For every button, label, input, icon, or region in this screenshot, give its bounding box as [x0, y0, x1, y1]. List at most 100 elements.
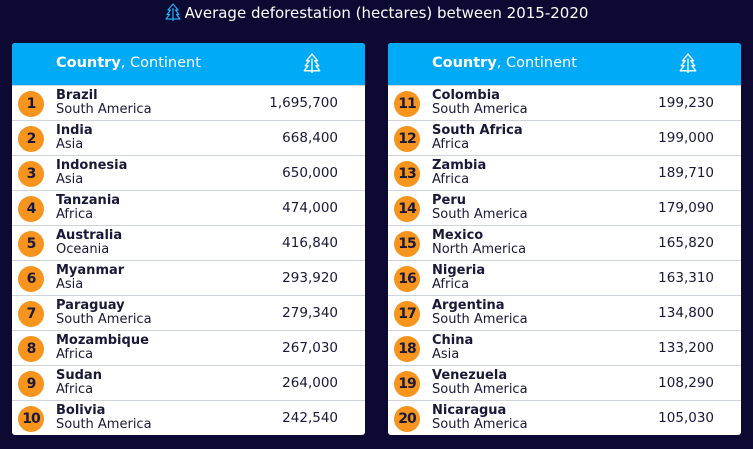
table-row: 9 Sudan Africa 264,000: [12, 365, 365, 400]
deforestation-value: 199,000: [658, 130, 714, 146]
table-header: Country, Continent: [12, 43, 365, 85]
continent-name: South America: [432, 382, 528, 397]
rank-badge: 15: [394, 231, 420, 257]
continent-name: Asia: [432, 347, 460, 362]
table-row: 1 Brazil South America 1,695,700: [12, 85, 365, 120]
deforestation-value: 108,290: [658, 375, 714, 391]
continent-name: South America: [56, 102, 152, 117]
table-row: 7 Paraguay South America 279,340: [12, 295, 365, 330]
rank-badge: 11: [394, 91, 420, 117]
rank-badge: 8: [18, 336, 44, 362]
rank-badge: 3: [18, 161, 44, 187]
deforestation-value: 474,000: [282, 200, 338, 216]
continent-name: Africa: [432, 277, 470, 292]
rank-badge: 4: [18, 196, 44, 222]
continent-name: Asia: [56, 172, 84, 187]
country-name: Paraguay: [56, 298, 125, 313]
continent-name: Africa: [56, 382, 94, 397]
continent-name: South America: [56, 417, 152, 432]
tree-icon: [679, 53, 697, 73]
country-name: Zambia: [432, 158, 487, 173]
deforestation-value: 264,000: [282, 375, 338, 391]
rank-badge: 10: [18, 406, 44, 432]
deforestation-value: 650,000: [282, 165, 338, 181]
rank-badge: 2: [18, 126, 44, 152]
table-row: 4 Tanzania Africa 474,000: [12, 190, 365, 225]
deforestation-value: 668,400: [282, 130, 338, 146]
country-name: South Africa: [432, 123, 523, 138]
table-row: 2 India Asia 668,400: [12, 120, 365, 155]
country-name: Mozambique: [56, 333, 149, 348]
table-row: 5 Australia Oceania 416,840: [12, 225, 365, 260]
table-row: 6 Myanmar Asia 293,920: [12, 260, 365, 295]
continent-name: Africa: [432, 137, 470, 152]
country-name: Peru: [432, 193, 467, 208]
table-row: 17 Argentina South America 134,800: [388, 295, 741, 330]
header-label: Country, Continent: [56, 55, 201, 71]
continent-name: Asia: [56, 137, 84, 152]
country-name: China: [432, 333, 474, 348]
rank-badge: 14: [394, 196, 420, 222]
deforestation-value: 179,090: [658, 200, 714, 216]
continent-name: Oceania: [56, 242, 110, 257]
deforestation-value: 105,030: [658, 410, 714, 426]
rank-badge: 6: [18, 266, 44, 292]
deforestation-value: 134,800: [658, 305, 714, 321]
continent-name: Asia: [56, 277, 84, 292]
header-continent: , Continent: [120, 55, 201, 71]
header-continent: , Continent: [496, 55, 577, 71]
rank-badge: 19: [394, 371, 420, 397]
country-name: Brazil: [56, 88, 98, 103]
country-name: Bolivia: [56, 403, 106, 418]
country-name: Argentina: [432, 298, 505, 313]
ranking-table-1: Country, Continent 1 Brazil South Americ…: [12, 43, 365, 435]
table-row: 14 Peru South America 179,090: [388, 190, 741, 225]
deforestation-value: 165,820: [658, 235, 714, 251]
rank-badge: 12: [394, 126, 420, 152]
chart-title: Average deforestation (hectares) between…: [0, 3, 753, 23]
rank-badge: 17: [394, 301, 420, 327]
continent-name: North America: [432, 242, 527, 257]
rank-badge: 18: [394, 336, 420, 362]
rank-badge: 5: [18, 231, 44, 257]
deforestation-value: 293,920: [282, 270, 338, 286]
country-name: Colombia: [432, 88, 500, 103]
deforestation-value: 133,200: [658, 340, 714, 356]
ranking-table-2: Country, Continent 11 Colombia South Ame…: [388, 43, 741, 435]
continent-name: South America: [56, 312, 152, 327]
header-country: Country: [56, 55, 121, 71]
rank-badge: 16: [394, 266, 420, 292]
tree-icon: [303, 53, 321, 73]
continent-name: Africa: [432, 172, 470, 187]
table-row: 13 Zambia Africa 189,710: [388, 155, 741, 190]
tree-icon: [164, 3, 181, 21]
deforestation-value: 199,230: [658, 95, 714, 111]
continent-name: South America: [432, 312, 528, 327]
header-country: Country: [432, 55, 497, 71]
table-row: 18 China Asia 133,200: [388, 330, 741, 365]
table-row: 20 Nicaragua South America 105,030: [388, 400, 741, 435]
table-row: 11 Colombia South America 199,230: [388, 85, 741, 120]
deforestation-value: 279,340: [282, 305, 338, 321]
country-name: Australia: [56, 228, 123, 243]
rank-badge: 7: [18, 301, 44, 327]
table-row: 10 Bolivia South America 242,540: [12, 400, 365, 435]
country-name: Nicaragua: [432, 403, 507, 418]
country-name: Myanmar: [56, 263, 125, 278]
deforestation-value: 267,030: [282, 340, 338, 356]
country-name: Indonesia: [56, 158, 128, 173]
table-header: Country, Continent: [388, 43, 741, 85]
table-row: 12 South Africa Africa 199,000: [388, 120, 741, 155]
continent-name: South America: [432, 102, 528, 117]
deforestation-value: 416,840: [282, 235, 338, 251]
country-name: Sudan: [56, 368, 102, 383]
country-name: India: [56, 123, 93, 138]
country-name: Mexico: [432, 228, 484, 243]
table-row: 3 Indonesia Asia 650,000: [12, 155, 365, 190]
table-row: 16 Nigeria Africa 163,310: [388, 260, 741, 295]
continent-name: Africa: [56, 207, 94, 222]
continent-name: South America: [432, 207, 528, 222]
table-row: 19 Venezuela South America 108,290: [388, 365, 741, 400]
deforestation-value: 1,695,700: [269, 95, 338, 111]
continent-name: Africa: [56, 347, 94, 362]
